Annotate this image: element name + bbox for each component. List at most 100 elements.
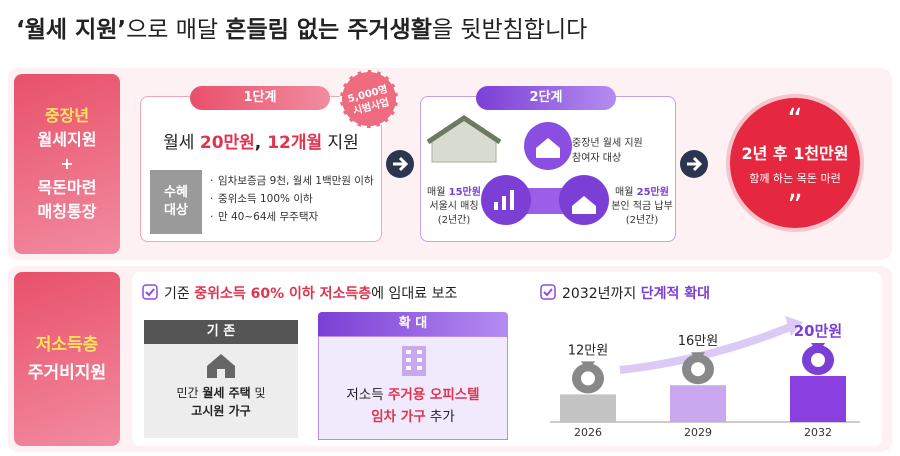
step2-right: 매월 25만원 본인 적금 납부 (2년간) [610, 186, 674, 228]
bullet: · [210, 193, 214, 205]
arrow-icon [386, 150, 414, 178]
text-part: ‘월세 지원’ [16, 17, 127, 43]
bar-chart: 12만원 2026 16만원 2029 20만원 2032 [550, 316, 860, 439]
result-headline: 2년 후 1천만원 [741, 144, 849, 163]
value-label: 16만원 [678, 334, 718, 349]
text-line: 목돈마련 [37, 178, 97, 197]
text-line: 대상 [164, 203, 188, 218]
text-part: 추가 [425, 409, 455, 425]
text-part: 임차 가구 [371, 409, 426, 425]
text-line: 중장년 [44, 106, 90, 125]
text-line: 민간 월세 주택 및 [144, 384, 298, 402]
bar [670, 385, 726, 422]
x-tick-label: 2029 [684, 426, 712, 439]
text-part: 매월 [615, 187, 637, 198]
criteria: 기준 중위소득 60% 이하 저소득층에 임대료 보조 [164, 283, 457, 303]
text-part: 월세 주택 [202, 386, 251, 400]
text-line: 서울시 매칭 [429, 201, 479, 212]
text-part: 주거용 오피스텔 [387, 387, 480, 403]
list-item: · 중위소득 100% 이하 [210, 190, 380, 208]
check-icon [540, 284, 556, 300]
bullet: · [210, 175, 214, 187]
text-line: 매칭통장 [37, 202, 97, 221]
step-badge: 2단계 [476, 86, 616, 110]
text-part: 을 뒷받침합니다 [431, 17, 588, 43]
title: ‘월세 지원’으로 매달 흔들림 없는 주거생활을 뒷받침합니다 [16, 10, 587, 44]
text-part: 2032년까지 [562, 286, 641, 302]
existing-header: 기 존 [144, 320, 298, 344]
step-main: 월세 20만원, 12개월 지원 [140, 128, 382, 153]
arrow-icon [680, 150, 708, 178]
text-line: 임차 가구 추가 [318, 406, 508, 428]
step2-left: 매월 15만원 서울시 매칭 (2년간) [424, 186, 484, 228]
eligibility-list: · 임차보증금 9천, 월세 1백만원 이하 · 중위소득 100% 이하 · 만 40~… [210, 172, 380, 226]
text-part: 매월 [427, 187, 449, 198]
expansion-body [318, 336, 508, 440]
x-tick-label: 2032 [804, 426, 832, 439]
step-badge: 1단계 [190, 86, 330, 110]
bag-icon [682, 352, 714, 385]
text-part: 고시원 가구 [191, 404, 251, 418]
building-icon [402, 346, 426, 376]
text-part: 및 [250, 386, 266, 400]
text-part: 15만원 [448, 187, 481, 198]
quote: “ [787, 103, 803, 138]
x-tick-label: 2026 [574, 426, 602, 439]
text-part: 으로 매달 [126, 17, 226, 43]
expansion-header: 확 대 [318, 312, 508, 336]
bar [560, 394, 616, 422]
text-line: 중장년 월세 지원 [572, 138, 643, 149]
value-label: 20만원 [794, 322, 842, 340]
text-line: + [60, 154, 74, 173]
result-circle: “ 2년 후 1천만원 함께 하는 목돈 마련 ” [726, 94, 864, 232]
text-part: 저소득 [346, 387, 388, 403]
bar [790, 376, 846, 422]
text-part: 에 임대료 보조 [371, 286, 458, 302]
text-line: 본인 적금 납부 [611, 201, 673, 212]
text-part: 흔들림 없는 [225, 17, 348, 43]
text-part: 월세 [163, 133, 200, 153]
text-part: 기준 [164, 286, 195, 302]
step2-icons [426, 114, 609, 225]
quote: ” [787, 189, 803, 224]
text-part: 주거생활 [347, 17, 432, 43]
text-line: 월세지원 [37, 130, 97, 149]
text-part: 20만원 [199, 133, 255, 153]
step2-right-lines: 본인 적금 납부 (2년간) [610, 200, 674, 228]
text-line: 저소득층 [35, 335, 99, 355]
text-line: 고시원 가구 [144, 402, 298, 420]
text-line: (2년간) [625, 215, 659, 226]
text-line: 참여자 대상 [572, 153, 622, 164]
text-part: 지원 [322, 133, 359, 153]
text-part: 25만원 [636, 187, 669, 198]
value-label: 12만원 [568, 343, 608, 358]
step2-left-headline: 매월 15만원 [424, 186, 484, 200]
list-item: · 만 40~64세 무주택자 [210, 208, 380, 226]
text-part: 12개월 [267, 133, 323, 153]
plan-headline: 2032년까지 단계적 확대 [562, 283, 710, 303]
list-item: · 임차보증금 9천, 월세 1백만원 이하 [210, 172, 380, 190]
text-part: 중위소득 60% 이하 저소득층 [194, 286, 372, 302]
result-subline: 함께 하는 목돈 마련 [749, 172, 841, 185]
text-line: 수혜 [164, 185, 188, 200]
expansion-text: 저소득 주거용 오피스텔 임차 가구 추가 [318, 384, 508, 428]
text-line: 저소득 주거용 오피스텔 [318, 384, 508, 406]
step2-left-lines: 서울시 매칭 (2년간) [424, 200, 484, 228]
text-part: 민간 [176, 386, 203, 400]
bullet: · [210, 211, 214, 223]
check-icon [142, 284, 158, 300]
text-line: 주거비지원 [27, 363, 107, 383]
step2-right-headline: 매월 25만원 [610, 186, 674, 200]
text-part: , [254, 133, 268, 153]
house-icon [207, 354, 235, 378]
text-line: (2년간) [437, 215, 471, 226]
bag-icon [802, 343, 834, 375]
text-part: 단계적 확대 [640, 286, 711, 302]
bag-icon [572, 361, 604, 394]
